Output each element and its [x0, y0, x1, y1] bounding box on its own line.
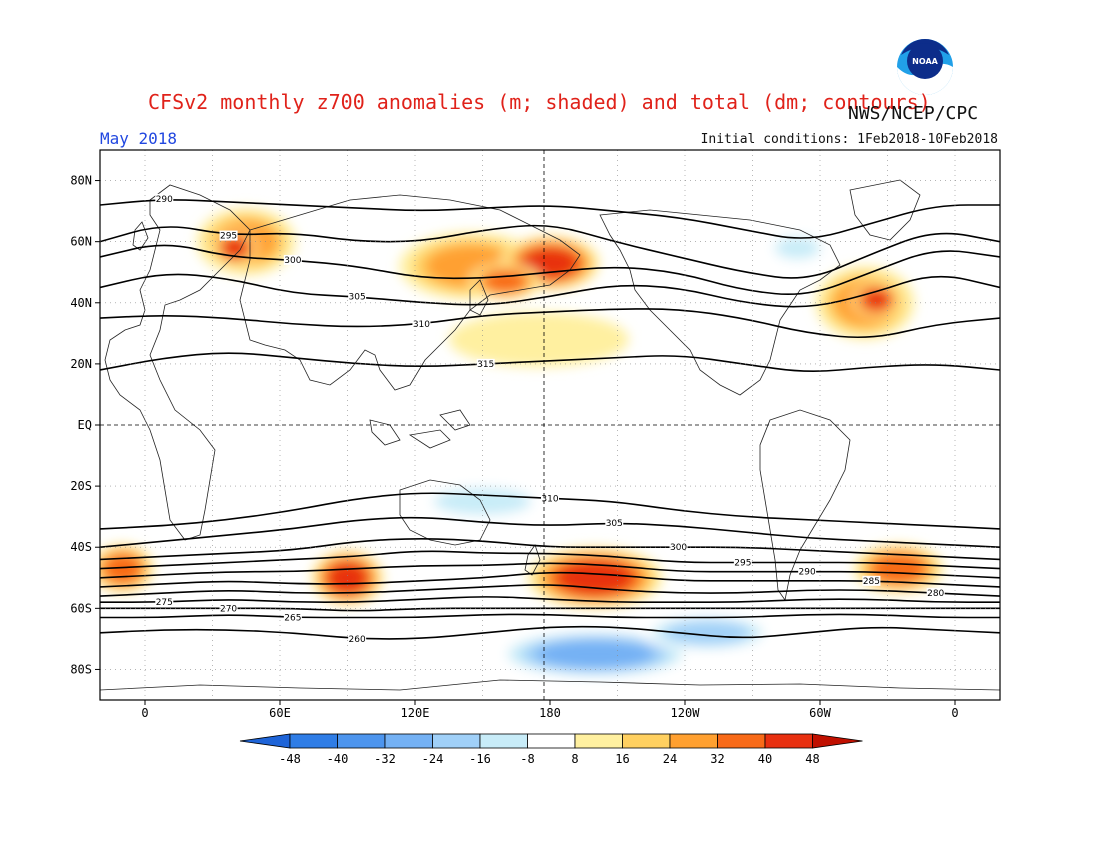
contour-label: 310	[541, 494, 558, 504]
lat-label: 20S	[70, 479, 92, 493]
contour-label: 295	[734, 559, 751, 569]
contour-label: 300	[284, 256, 301, 266]
initial-conditions: Initial conditions: 1Feb2018-10Feb2018	[700, 132, 998, 147]
contour-label: 280	[927, 589, 944, 599]
lat-label: 80S	[70, 662, 92, 676]
contour-label: 275	[156, 598, 173, 608]
valid-month: May 2018	[100, 129, 178, 148]
contour-label-bg	[155, 193, 174, 204]
lon-label: 120W	[671, 706, 701, 720]
contour-label-bg	[412, 319, 431, 330]
contour-line	[100, 562, 1000, 579]
contour-line	[100, 352, 1000, 373]
anomaly-blob	[222, 237, 248, 259]
contour-line	[100, 273, 1000, 308]
contour-label-bg	[862, 575, 881, 586]
contour-label: 305	[606, 519, 623, 529]
lat-label: 60N	[70, 235, 92, 249]
contour-line	[100, 199, 1000, 239]
anomaly-blob	[872, 554, 926, 583]
contour-label: 300	[670, 543, 687, 553]
contour-label-bg	[348, 291, 367, 302]
anomaly-blob	[862, 289, 891, 310]
lat-label: 60S	[70, 601, 92, 615]
lat-label: 80N	[70, 174, 92, 188]
contour-line	[100, 308, 1000, 339]
lat-label: 40N	[70, 296, 92, 310]
contour-line	[100, 538, 1000, 561]
anomaly-blob	[664, 621, 751, 645]
contour-label-bg	[733, 557, 752, 568]
contour-line	[100, 584, 1000, 597]
contour-label: 290	[799, 568, 816, 578]
contour-label-bg	[669, 542, 688, 553]
chart-title: CFSv2 monthly z700 anomalies (m; shaded)…	[148, 90, 931, 114]
contour-line	[100, 492, 1000, 530]
contour-label-bg	[155, 597, 174, 608]
coastlines	[100, 179, 1000, 691]
contour-label: 305	[349, 293, 366, 303]
lon-label: 0	[951, 706, 958, 720]
contour-label-bg	[348, 633, 367, 644]
contour-label: 270	[220, 604, 237, 614]
contour-label-bg	[926, 588, 945, 599]
contour-label: 265	[284, 614, 301, 624]
contour-labels: 290 295 300 305 310 315 310 305 300 295 290 285 280 2…	[155, 193, 945, 645]
contour-label: 285	[863, 577, 880, 587]
contour-label-bg	[283, 255, 302, 265]
contour-line	[100, 244, 1000, 296]
lon-label: 60W	[809, 706, 831, 720]
lon-label: 60E	[269, 706, 291, 720]
contour-label-bg	[605, 517, 624, 528]
contour-line	[100, 596, 1000, 604]
anomaly-shading	[100, 208, 944, 679]
contour-line	[100, 550, 1000, 570]
contour-label-bg	[541, 493, 559, 504]
lat-label: 20N	[70, 357, 92, 371]
contour-line	[100, 613, 1000, 619]
contour-line	[100, 625, 1000, 640]
anomaly-blob	[448, 311, 629, 367]
anomaly-blob	[535, 639, 655, 669]
lat-label: EQ	[78, 418, 92, 432]
anomaly-blob	[483, 270, 527, 293]
anomaly-blob	[327, 562, 368, 594]
contour-label: 315	[477, 360, 494, 370]
contour-line	[100, 516, 1000, 549]
svg-text:NOAA: NOAA	[912, 57, 938, 66]
contour-label: 295	[220, 232, 237, 242]
contour-label-bg	[219, 603, 238, 614]
contour-line	[100, 571, 1000, 588]
contour-label: 290	[156, 195, 173, 205]
contour-label: 310	[413, 320, 430, 330]
contour-label-bg	[219, 230, 238, 241]
latitude-axis: 80N 60N 40N 20N EQ 20S 40S 60S 80S	[70, 174, 100, 676]
noaa-logo: NOAA	[896, 38, 954, 96]
anomaly-blob	[774, 236, 821, 259]
lon-label: 0	[141, 706, 148, 720]
contour-label-bg	[283, 612, 302, 623]
lon-label: 180	[539, 706, 561, 720]
lat-label: 40S	[70, 540, 92, 554]
lon-label: 120E	[401, 706, 430, 720]
agency-label: NWS/NCEP/CPC	[848, 103, 979, 124]
longitude-axis: 0 60E 120E 180 120W 60W 0	[141, 700, 959, 720]
contour-label: 260	[349, 635, 366, 645]
contour-label-bg	[798, 566, 817, 577]
